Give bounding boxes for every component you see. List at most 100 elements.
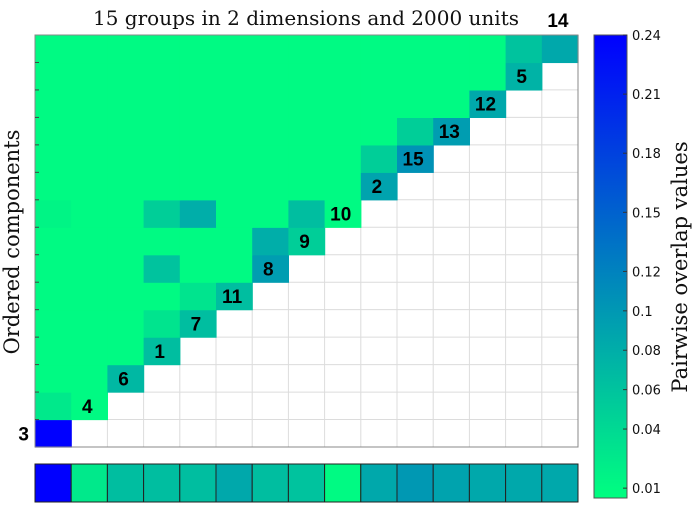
summary-cell xyxy=(432,463,470,503)
heatmap-cell xyxy=(216,117,253,146)
heatmap-cell xyxy=(71,254,108,283)
component-label: 3 xyxy=(18,424,29,445)
heatmap-frame xyxy=(34,34,579,448)
heatmap-cell xyxy=(179,117,217,146)
heatmap-cell xyxy=(324,172,362,201)
heatmap-cell xyxy=(143,117,181,146)
heatmap-cell xyxy=(216,282,253,311)
heatmap-cell xyxy=(35,35,72,64)
heatmap-cell xyxy=(143,227,181,256)
heatmap-cell xyxy=(35,392,72,421)
y-axis-ticks xyxy=(35,61,39,421)
heatmap-cell xyxy=(107,199,145,228)
heatmap-cell xyxy=(35,89,72,118)
heatmap-cell xyxy=(469,89,507,118)
heatmap-cell xyxy=(288,199,326,228)
heatmap-cell xyxy=(35,62,72,91)
heatmap-cell xyxy=(35,117,72,146)
heatmap-cell xyxy=(288,144,326,173)
summary-cell xyxy=(106,463,145,503)
heatmap-cell xyxy=(216,35,253,64)
heatmap-cell xyxy=(71,309,108,338)
heatmap-cell xyxy=(71,172,108,201)
heatmap-cell xyxy=(433,117,470,146)
colorbar-tick-label: 0.1 xyxy=(632,305,653,320)
summary-cell xyxy=(468,463,507,503)
component-label: 2 xyxy=(372,177,383,198)
colorbar-tick-label: 0.01 xyxy=(632,482,661,497)
component-label: 10 xyxy=(330,205,351,226)
heatmap-cell xyxy=(324,117,362,146)
heatmap-cell xyxy=(143,172,181,201)
heatmap-cell xyxy=(360,89,398,118)
summary-cell xyxy=(179,463,217,503)
heatmap-cell xyxy=(179,172,217,201)
heatmap-cell xyxy=(216,62,253,91)
heatmap-cell xyxy=(252,117,289,146)
heatmap-cell xyxy=(35,337,72,366)
heatmap-cell xyxy=(179,227,217,256)
heatmap-cell xyxy=(143,309,181,338)
colorbar-tick-label: 0.24 xyxy=(632,29,661,44)
heatmap-cell xyxy=(360,35,398,64)
component-label: 13 xyxy=(439,122,460,143)
colorbar-tick-label: 0.08 xyxy=(632,344,661,359)
component-label: 4 xyxy=(82,397,93,418)
heatmap-cell xyxy=(360,62,398,91)
heatmap-cell xyxy=(252,62,289,91)
heatmap-cell xyxy=(107,227,145,256)
heatmap-cell xyxy=(71,282,108,311)
component-label: 15 xyxy=(403,150,425,171)
colorbar-tick-label: 0.15 xyxy=(632,206,661,221)
heatmap-cell xyxy=(397,89,434,118)
summary-cell xyxy=(70,463,108,503)
heatmap-cell xyxy=(324,35,362,64)
heatmap-cell xyxy=(179,282,217,311)
heatmap-cell xyxy=(288,172,326,201)
heatmap-cell xyxy=(433,35,470,64)
summary-cell xyxy=(215,463,253,503)
heatmap-cell xyxy=(71,392,108,421)
heatmap-cell xyxy=(216,172,253,201)
heatmap-cell xyxy=(397,144,434,173)
heatmap-cell xyxy=(143,282,181,311)
summary-cell xyxy=(34,463,72,503)
heatmap-cell xyxy=(71,117,108,146)
heatmap-cell xyxy=(107,337,145,366)
summary-cell xyxy=(360,463,398,503)
heatmap-cell xyxy=(35,282,72,311)
component-label: 5 xyxy=(516,67,527,88)
heatmap-cell xyxy=(71,364,108,393)
heatmap-cell xyxy=(35,199,72,228)
heatmap-cell xyxy=(397,62,434,91)
component-labels: 3 4 6 1 7 11 8 9 10 2 15 13 12 5 14 xyxy=(18,11,568,445)
heatmap-cell xyxy=(433,62,470,91)
heatmap-cell xyxy=(505,62,543,91)
colorbar-tick-label: 0.06 xyxy=(632,384,661,399)
heatmap-cell xyxy=(252,199,289,228)
heatmap-cell xyxy=(252,172,289,201)
colorbar-tick-label: 0.04 xyxy=(632,423,661,438)
heatmap-cell xyxy=(179,309,217,338)
heatmap-cell xyxy=(216,199,253,228)
heatmap-cell xyxy=(252,89,289,118)
heatmap-cell xyxy=(505,35,543,64)
heatmap-cell xyxy=(143,254,181,283)
component-label: 14 xyxy=(547,11,569,32)
heatmap-cell xyxy=(107,282,145,311)
heatmap-cell xyxy=(216,89,253,118)
heatmap-cell xyxy=(252,254,289,283)
y-axis-label: Ordered components xyxy=(0,130,24,355)
heatmap-cell xyxy=(71,89,108,118)
heatmap-cell xyxy=(179,199,217,228)
heatmap-cell xyxy=(107,172,145,201)
heatmap-cell xyxy=(179,254,217,283)
heatmap-cell xyxy=(71,62,108,91)
summary-cell xyxy=(541,463,579,503)
heatmap-cell xyxy=(324,62,362,91)
heatmap-cell xyxy=(143,35,181,64)
heatmap-cell xyxy=(35,254,72,283)
component-label: 8 xyxy=(263,259,274,280)
heatmap-cell xyxy=(360,144,398,173)
